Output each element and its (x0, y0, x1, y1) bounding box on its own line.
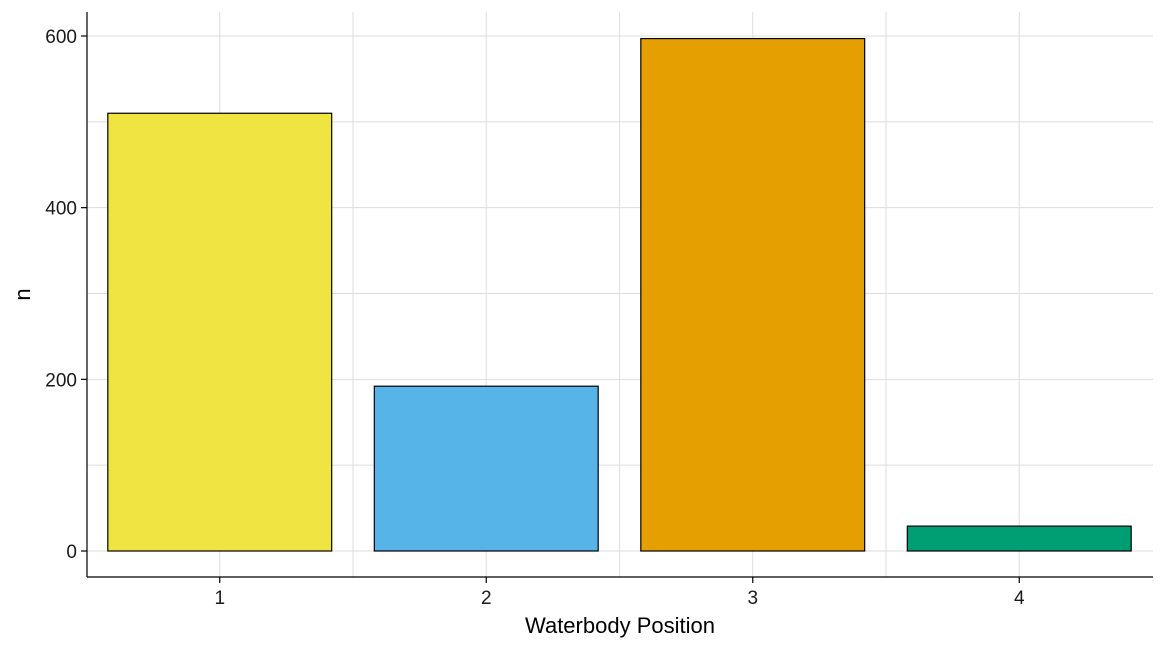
tick-labels: 0 200 400 600 1 2 3 4 (45, 27, 1025, 609)
axes (86, 12, 1153, 578)
x-tick-label: 1 (214, 588, 225, 609)
bars (107, 37, 1132, 552)
y-axis-title: n (10, 288, 35, 300)
x-tick-label: 2 (481, 588, 492, 609)
bar-1 (107, 112, 333, 552)
x-tick-label: 3 (747, 588, 758, 609)
x-axis-title: Waterbody Position (525, 613, 715, 638)
y-tick-label: 400 (45, 199, 77, 220)
bar-4 (906, 525, 1132, 552)
y-tick-label: 200 (45, 370, 77, 391)
bar-2 (373, 385, 599, 552)
x-tick-label: 4 (1014, 588, 1025, 609)
bar-3 (640, 37, 866, 552)
y-tick-label: 600 (45, 27, 77, 48)
y-tick-label: 0 (66, 542, 77, 563)
